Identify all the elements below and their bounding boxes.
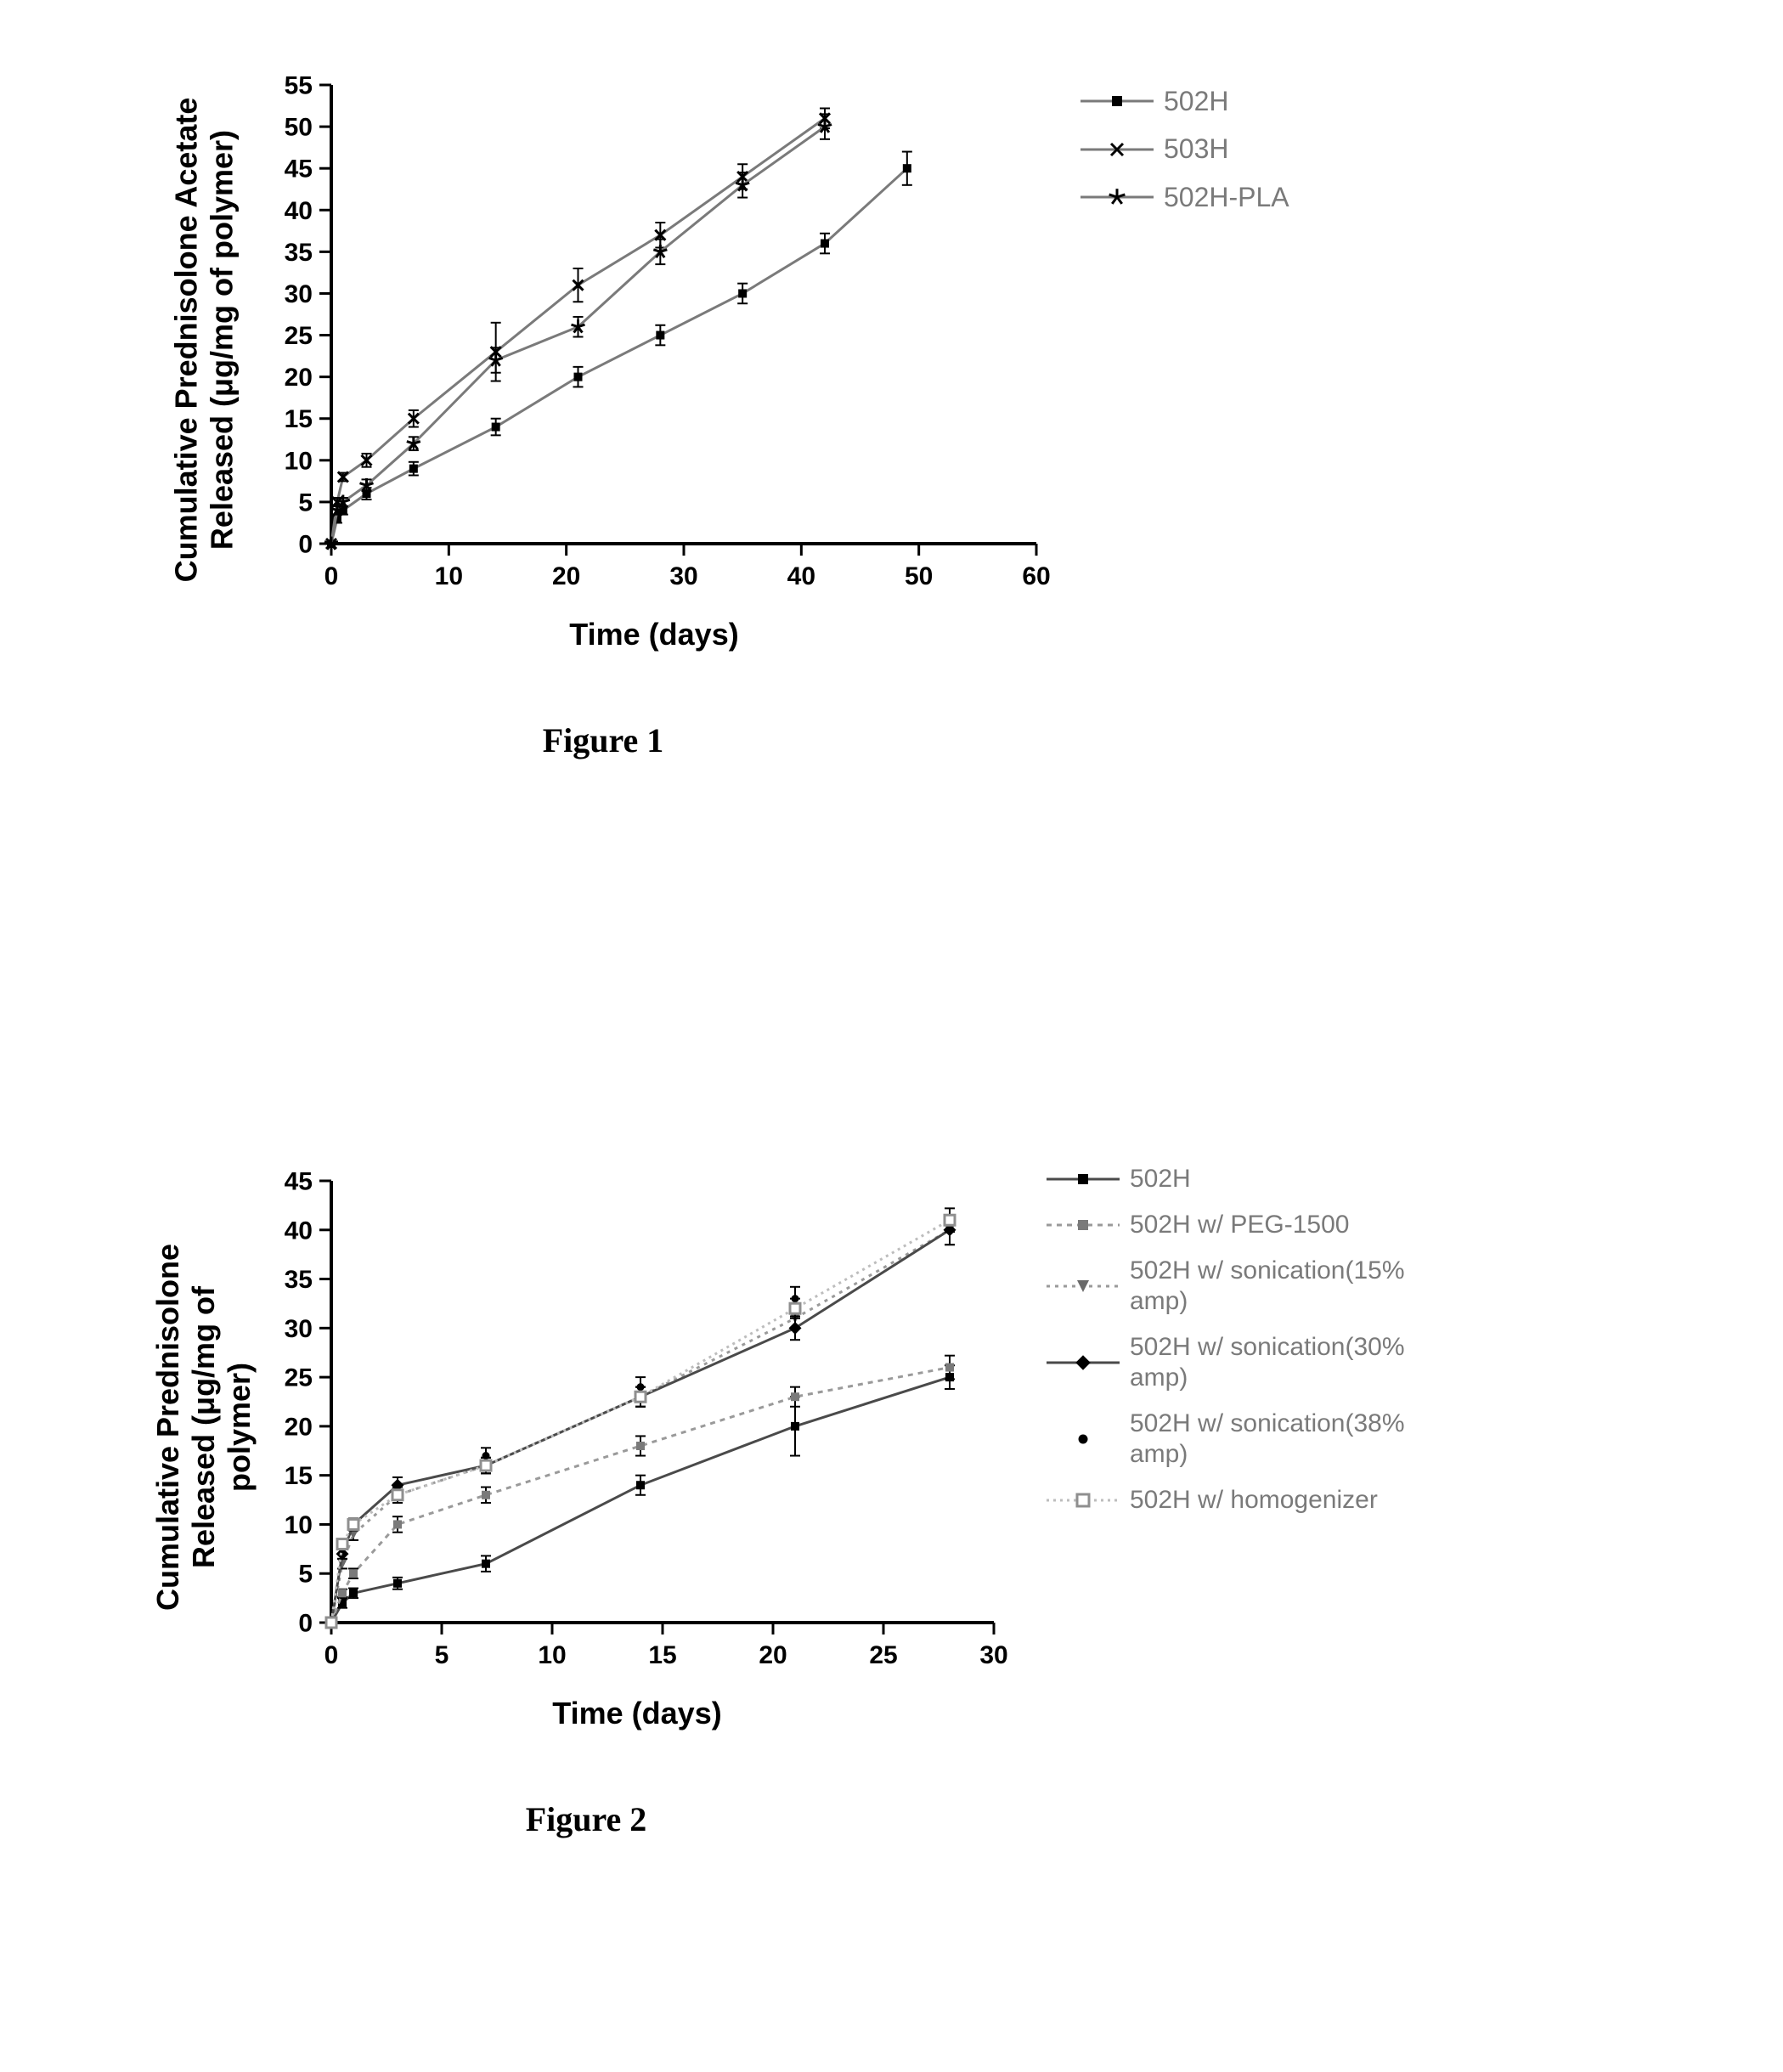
svg-text:0: 0 xyxy=(324,1641,339,1669)
legend-item: 503H xyxy=(1079,133,1289,165)
figure-2-xlabel: Time (days) xyxy=(255,1696,1019,1731)
figure-1-caption: Figure 1 xyxy=(153,720,1053,760)
svg-text:20: 20 xyxy=(285,364,313,392)
svg-text:0: 0 xyxy=(298,531,313,559)
svg-text:35: 35 xyxy=(285,1266,313,1294)
legend-swatch xyxy=(1079,88,1155,114)
svg-text:10: 10 xyxy=(285,1511,313,1539)
figure-1-legend: 502H 503H 502H-PLA xyxy=(1079,85,1289,213)
figure-2-ylabel-wrap: Cumulative Prednisolone Released (μg/mg … xyxy=(153,1164,255,1691)
svg-text:40: 40 xyxy=(285,197,313,225)
svg-text:15: 15 xyxy=(648,1641,676,1669)
svg-text:30: 30 xyxy=(669,562,697,590)
legend-swatch xyxy=(1045,1166,1121,1192)
legend-swatch xyxy=(1045,1273,1121,1299)
svg-text:10: 10 xyxy=(538,1641,566,1669)
svg-text:30: 30 xyxy=(285,280,313,308)
figure-1-ylabel-wrap: Cumulative Prednisolone Acetate Released… xyxy=(153,68,255,612)
figure-2-plot-wrap: 0 5 10 15 20 25 30 35 40 45 0 5 10 15 20 25 30 Time (day… xyxy=(255,1164,1019,1731)
legend-swatch xyxy=(1045,1350,1121,1375)
svg-text:40: 40 xyxy=(285,1217,313,1245)
figure-1-ylabel: Cumulative Prednisolone Acetate Released… xyxy=(168,98,240,583)
svg-text:0: 0 xyxy=(298,1610,313,1638)
legend-item: 502H xyxy=(1045,1164,1405,1194)
legend-swatch xyxy=(1079,137,1155,162)
figure-2-row: Cumulative Prednisolone Released (μg/mg … xyxy=(153,1164,1783,1731)
svg-text:60: 60 xyxy=(1022,562,1050,590)
legend-swatch xyxy=(1045,1488,1121,1513)
svg-text:15: 15 xyxy=(285,1462,313,1490)
figure-2: Cumulative Prednisolone Released (μg/mg … xyxy=(0,1164,1783,1839)
legend-swatch xyxy=(1045,1426,1121,1452)
legend-item: 502H w/ PEG-1500 xyxy=(1045,1210,1405,1240)
legend-item: 502H w/ sonication(38% amp) xyxy=(1045,1409,1405,1470)
svg-text:20: 20 xyxy=(285,1413,313,1441)
svg-text:50: 50 xyxy=(285,114,313,142)
svg-text:30: 30 xyxy=(285,1315,313,1343)
figure-2-legend: 502H 502H w/ PEG-1500 502H w/ sonication(1… xyxy=(1045,1164,1405,1516)
svg-text:20: 20 xyxy=(759,1641,787,1669)
legend-item: 502H-PLA xyxy=(1079,181,1289,213)
svg-text:45: 45 xyxy=(285,155,313,183)
figure-1: Cumulative Prednisolone Acetate Released… xyxy=(0,68,1783,760)
svg-text:25: 25 xyxy=(285,322,313,350)
page: Cumulative Prednisolone Acetate Released… xyxy=(0,0,1783,2072)
svg-text:5: 5 xyxy=(298,488,313,517)
legend-item: 502H w/ sonication(15% amp) xyxy=(1045,1256,1405,1317)
legend-label: 502H w/ sonication(15% amp) xyxy=(1130,1256,1405,1317)
svg-text:15: 15 xyxy=(285,405,313,433)
legend-label: 502H w/ homogenizer xyxy=(1130,1485,1378,1516)
figure-2-ylabel: Cumulative Prednisolone Released (μg/mg … xyxy=(150,1244,257,1611)
figure-1-plot-wrap: 0 5 10 15 20 25 30 35 40 45 50 55 0 10 20 30 40 50 60 Time… xyxy=(255,68,1053,652)
legend-label: 502H xyxy=(1130,1164,1191,1194)
figure-2-caption: Figure 2 xyxy=(153,1799,1019,1839)
figure-1-chart: 0 5 10 15 20 25 30 35 40 45 50 55 0 10 20 30 40 50 60 xyxy=(255,68,1053,612)
svg-text:0: 0 xyxy=(324,562,339,590)
legend-item: 502H w/ sonication(30% amp) xyxy=(1045,1332,1405,1393)
svg-text:40: 40 xyxy=(787,562,815,590)
svg-text:25: 25 xyxy=(285,1364,313,1392)
legend-item: 502H xyxy=(1079,85,1289,117)
svg-text:55: 55 xyxy=(285,72,313,100)
legend-label: 502H xyxy=(1164,85,1229,117)
svg-text:10: 10 xyxy=(285,447,313,475)
svg-text:10: 10 xyxy=(435,562,463,590)
svg-text:45: 45 xyxy=(285,1168,313,1196)
svg-text:30: 30 xyxy=(979,1641,1007,1669)
legend-item: 502H w/ homogenizer xyxy=(1045,1485,1405,1516)
svg-text:5: 5 xyxy=(435,1641,449,1669)
svg-text:35: 35 xyxy=(285,239,313,267)
figure-2-chart: 0 5 10 15 20 25 30 35 40 45 0 5 10 15 20 25 30 xyxy=(255,1164,1019,1691)
svg-text:20: 20 xyxy=(552,562,580,590)
legend-swatch xyxy=(1045,1212,1121,1238)
figure-1-xlabel: Time (days) xyxy=(255,617,1053,652)
legend-label: 502H w/ PEG-1500 xyxy=(1130,1210,1349,1240)
svg-text:50: 50 xyxy=(905,562,933,590)
svg-text:25: 25 xyxy=(869,1641,897,1669)
legend-label: 502H w/ sonication(38% amp) xyxy=(1130,1409,1405,1470)
svg-text:5: 5 xyxy=(298,1561,313,1589)
legend-swatch xyxy=(1079,184,1155,210)
legend-label: 502H w/ sonication(30% amp) xyxy=(1130,1332,1405,1393)
figure-1-row: Cumulative Prednisolone Acetate Released… xyxy=(153,68,1783,652)
legend-label: 503H xyxy=(1164,133,1229,165)
legend-label: 502H-PLA xyxy=(1164,181,1289,213)
